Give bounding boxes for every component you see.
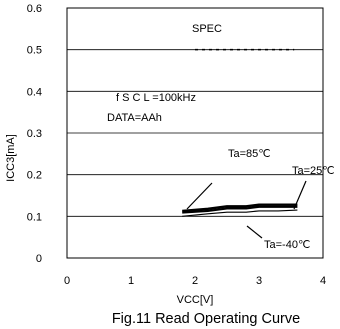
condition-data: DATA=AAh: [107, 112, 162, 124]
label-leader-lines: [186, 180, 307, 239]
y-tick-label: 0.4: [27, 86, 42, 98]
grid-lines: [67, 49, 323, 217]
y-tick-label: 0.5: [27, 45, 42, 57]
y-tick-label: 0.6: [27, 3, 42, 15]
y-axis-label: ICC3[mA]: [5, 134, 17, 182]
x-tick-label: 4: [320, 275, 326, 287]
y-tick-label: 0.3: [27, 128, 42, 140]
series-label-85c: Ta=85℃: [228, 148, 271, 160]
plot-frame: [66, 7, 324, 259]
x-tick-label: 2: [192, 275, 198, 287]
series-line-85c: [182, 203, 298, 213]
y-tick-label: 0.1: [27, 211, 42, 223]
y-tick-label: 0: [36, 253, 42, 265]
series-label-minus40c: Ta=-40℃: [264, 239, 310, 251]
figure-caption: Fig.11 Read Operating Curve: [111, 311, 301, 327]
x-tick-label: 3: [256, 275, 262, 287]
tick-labels: 0 0.1 0.2 0.3 0.4 0.5 0.6 0 1 2 3 4: [27, 3, 326, 287]
series-lines: [182, 203, 298, 217]
condition-fscl: f S C L =100kHz: [116, 92, 196, 104]
leader-line: [293, 180, 307, 210]
x-tick-label: 1: [128, 275, 134, 287]
series-line-minus40c: [182, 209, 298, 217]
spec-label: SPEC: [192, 23, 222, 35]
series-label-25c: Ta=25℃: [292, 165, 335, 177]
series-line-25c: [182, 205, 298, 214]
x-axis-label: VCC[V]: [177, 294, 214, 306]
leader-line: [186, 182, 213, 210]
x-tick-label: 0: [64, 275, 70, 287]
leader-line: [246, 225, 263, 239]
y-tick-label: 0.2: [27, 170, 42, 182]
